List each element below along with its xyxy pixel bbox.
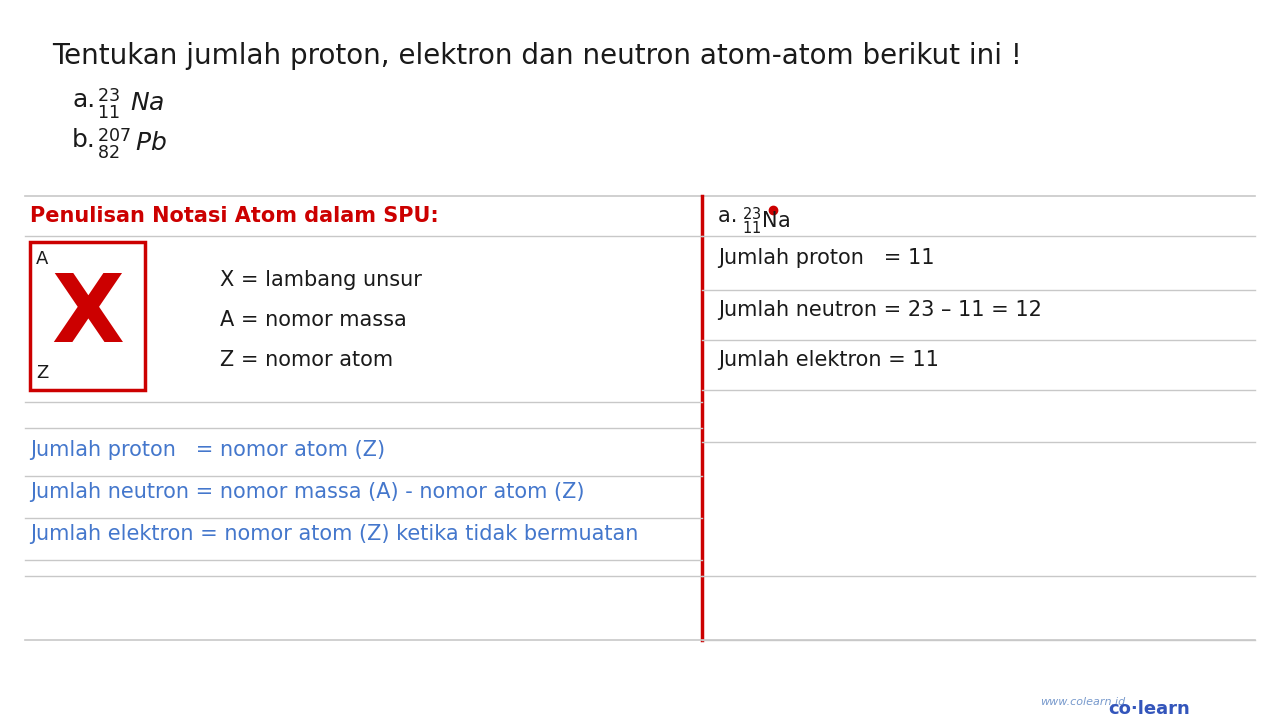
Text: $^{207}_{82}$: $^{207}_{82}$ [97,128,131,162]
Text: Jumlah elektron = nomor atom (Z) ketika tidak bermuatan: Jumlah elektron = nomor atom (Z) ketika … [29,524,639,544]
Text: a.: a. [72,88,95,112]
Text: Jumlah neutron = nomor massa (A) - nomor atom (Z): Jumlah neutron = nomor massa (A) - nomor… [29,482,585,502]
Text: $^{23}_{11}$: $^{23}_{11}$ [97,88,120,122]
Bar [29,242,145,390]
Text: Tentukan jumlah proton, elektron dan neutron atom-atom berikut ini !: Tentukan jumlah proton, elektron dan neu… [52,42,1021,70]
Text: $^{23}_{11}$Na: $^{23}_{11}$Na [742,206,790,237]
Text: X = lambang unsur: X = lambang unsur [220,270,422,290]
Text: a.: a. [718,206,744,226]
Text: Jumlah neutron = 23 – 11 = 12: Jumlah neutron = 23 – 11 = 12 [718,300,1042,320]
Text: A: A [36,250,49,268]
Text: $\it{Pb}$: $\it{Pb}$ [134,131,166,155]
Text: Z = nomor atom: Z = nomor atom [220,350,393,370]
Text: Jumlah elektron = 11: Jumlah elektron = 11 [718,350,938,370]
Text: X: X [51,270,124,362]
Text: Jumlah proton   = 11: Jumlah proton = 11 [718,248,934,268]
Text: Penulisan Notasi Atom dalam SPU:: Penulisan Notasi Atom dalam SPU: [29,206,439,226]
Text: co·learn: co·learn [1108,700,1189,718]
Text: A = nomor massa: A = nomor massa [220,310,407,330]
Text: www.colearn.id: www.colearn.id [1039,697,1125,707]
Text: b.: b. [72,128,96,152]
Text: Jumlah proton   = nomor atom (Z): Jumlah proton = nomor atom (Z) [29,440,385,460]
Text: Z: Z [36,364,49,382]
Text: $\it{Na}$: $\it{Na}$ [131,91,164,115]
